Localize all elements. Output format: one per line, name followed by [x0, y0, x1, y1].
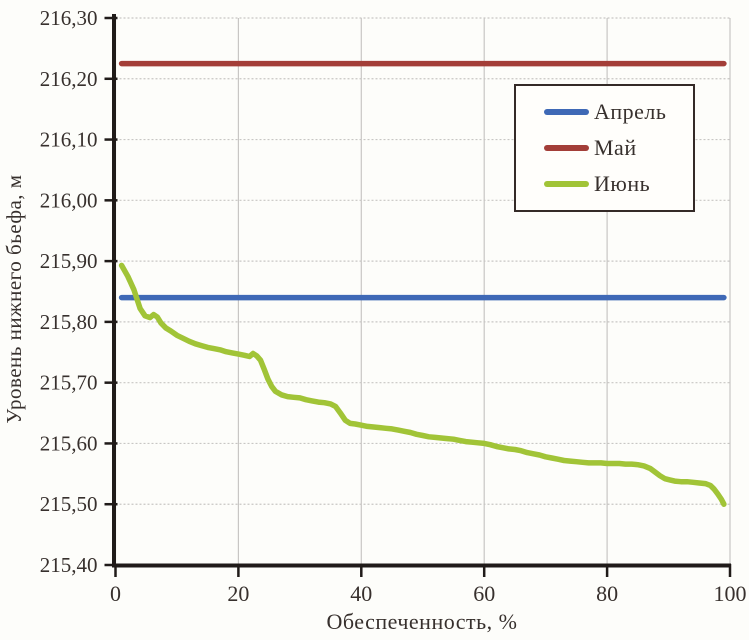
y-tick-label: 216,30	[40, 6, 98, 30]
x-tick-label: 100	[714, 581, 747, 606]
legend-swatch-april	[544, 109, 589, 115]
y-tick-label: 215,50	[40, 492, 98, 516]
x-tick-label: 40	[350, 581, 372, 606]
y-tick-label: 215,40	[40, 553, 98, 577]
y-tick-label: 216,00	[40, 188, 98, 212]
legend-swatch-june	[544, 181, 589, 187]
y-tick-label: 215,60	[40, 431, 98, 455]
y-tick-label: 215,90	[40, 249, 98, 273]
legend-item-june: Июнь	[544, 173, 693, 195]
legend-label-june: Июнь	[594, 171, 651, 196]
y-tick-label: 216,20	[40, 67, 98, 91]
y-tick-label: 215,70	[40, 371, 98, 395]
x-axis-title: Обеспеченность, %	[326, 609, 518, 634]
x-tick-label: 20	[227, 581, 249, 606]
x-tick-label: 60	[473, 581, 495, 606]
legend-item-april: Апрель	[544, 101, 693, 123]
legend-label-april: Апрель	[594, 99, 667, 124]
series-line-june	[118, 262, 727, 507]
y-tick-label: 215,80	[40, 310, 98, 334]
legend-label-may: Май	[594, 135, 637, 160]
y-axis-title: Уровень нижнего бьефа, м	[2, 174, 26, 424]
legend: Апрель Май Июнь	[514, 84, 695, 212]
x-tick-label: 80	[596, 581, 618, 606]
legend-item-may: Май	[544, 137, 693, 159]
legend-swatch-may	[544, 145, 589, 151]
y-tick-label: 216,10	[40, 128, 98, 152]
x-tick-label: 0	[110, 581, 121, 606]
